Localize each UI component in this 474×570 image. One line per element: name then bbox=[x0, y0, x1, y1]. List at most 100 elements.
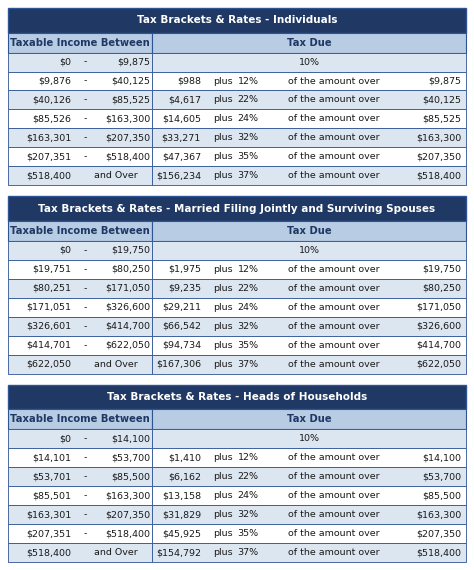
Text: of the amount over: of the amount over bbox=[288, 152, 380, 161]
Bar bbox=[152, 486, 466, 505]
Text: $40,125: $40,125 bbox=[111, 76, 150, 86]
Text: -: - bbox=[83, 133, 87, 142]
Bar bbox=[8, 128, 152, 147]
Bar bbox=[8, 72, 152, 91]
Text: $988: $988 bbox=[177, 76, 201, 86]
Text: $9,875: $9,875 bbox=[428, 76, 461, 86]
Text: -: - bbox=[83, 453, 87, 462]
Text: $518,400: $518,400 bbox=[27, 171, 72, 180]
Text: -: - bbox=[83, 265, 87, 274]
Text: $326,600: $326,600 bbox=[416, 321, 461, 331]
Bar bbox=[152, 109, 466, 128]
Text: $53,700: $53,700 bbox=[422, 472, 461, 481]
Bar bbox=[152, 429, 466, 448]
Text: of the amount over: of the amount over bbox=[288, 529, 380, 538]
Text: $45,925: $45,925 bbox=[162, 529, 201, 538]
Text: 35%: 35% bbox=[237, 529, 258, 538]
Bar bbox=[152, 543, 466, 562]
Text: $207,350: $207,350 bbox=[105, 510, 150, 519]
Text: of the amount over: of the amount over bbox=[288, 548, 380, 557]
Bar bbox=[152, 279, 466, 298]
Bar bbox=[8, 524, 152, 543]
Text: 22%: 22% bbox=[237, 95, 258, 104]
Bar bbox=[152, 505, 466, 524]
Text: $622,050: $622,050 bbox=[105, 341, 150, 349]
Text: $85,525: $85,525 bbox=[111, 95, 150, 104]
Text: $53,701: $53,701 bbox=[32, 472, 72, 481]
Bar bbox=[152, 128, 466, 147]
Text: of the amount over: of the amount over bbox=[288, 171, 380, 180]
Bar bbox=[8, 279, 152, 298]
Bar bbox=[152, 260, 466, 279]
Text: -: - bbox=[83, 341, 87, 349]
Text: Taxable Income Between: Taxable Income Between bbox=[10, 414, 150, 424]
Text: -: - bbox=[83, 115, 87, 124]
Bar bbox=[152, 91, 466, 109]
Text: of the amount over: of the amount over bbox=[288, 133, 380, 142]
Text: of the amount over: of the amount over bbox=[288, 341, 380, 349]
Text: -: - bbox=[83, 58, 87, 67]
Text: -: - bbox=[83, 246, 87, 255]
Text: plus: plus bbox=[213, 341, 233, 349]
Text: $171,051: $171,051 bbox=[27, 303, 72, 312]
Text: -: - bbox=[83, 76, 87, 86]
Bar bbox=[8, 260, 152, 279]
Text: $6,162: $6,162 bbox=[168, 472, 201, 481]
Text: 10%: 10% bbox=[299, 246, 319, 255]
Bar bbox=[8, 543, 152, 562]
Bar bbox=[8, 91, 152, 109]
Bar bbox=[8, 147, 152, 166]
Text: Tax Due: Tax Due bbox=[287, 38, 331, 47]
Text: of the amount over: of the amount over bbox=[288, 95, 380, 104]
Bar bbox=[152, 524, 466, 543]
Text: $163,300: $163,300 bbox=[105, 115, 150, 124]
Text: $19,751: $19,751 bbox=[33, 265, 72, 274]
Text: -: - bbox=[83, 303, 87, 312]
Text: of the amount over: of the amount over bbox=[288, 472, 380, 481]
Text: 37%: 37% bbox=[237, 171, 258, 180]
Text: $14,100: $14,100 bbox=[422, 453, 461, 462]
Text: $9,235: $9,235 bbox=[168, 284, 201, 293]
Text: $518,400: $518,400 bbox=[105, 152, 150, 161]
Text: $47,367: $47,367 bbox=[162, 152, 201, 161]
Text: plus: plus bbox=[213, 529, 233, 538]
Text: of the amount over: of the amount over bbox=[288, 76, 380, 86]
Text: $154,792: $154,792 bbox=[156, 548, 201, 557]
Bar bbox=[8, 52, 152, 72]
Text: Tax Brackets & Rates - Married Filing Jointly and Surviving Spouses: Tax Brackets & Rates - Married Filing Jo… bbox=[38, 203, 436, 214]
Text: $66,542: $66,542 bbox=[162, 321, 201, 331]
Text: $31,829: $31,829 bbox=[162, 510, 201, 519]
Text: plus: plus bbox=[213, 360, 233, 369]
Text: 35%: 35% bbox=[237, 152, 258, 161]
Bar bbox=[152, 448, 466, 467]
Text: $414,701: $414,701 bbox=[27, 341, 72, 349]
Text: -: - bbox=[83, 491, 87, 500]
Text: $85,500: $85,500 bbox=[111, 472, 150, 481]
Bar bbox=[8, 385, 466, 409]
Text: plus: plus bbox=[213, 321, 233, 331]
Text: $1,975: $1,975 bbox=[168, 265, 201, 274]
Text: $207,351: $207,351 bbox=[27, 529, 72, 538]
Text: -: - bbox=[83, 529, 87, 538]
Text: and Over: and Over bbox=[94, 360, 138, 369]
Text: $1,410: $1,410 bbox=[168, 453, 201, 462]
Text: $163,300: $163,300 bbox=[416, 133, 461, 142]
Text: $13,158: $13,158 bbox=[162, 491, 201, 500]
Bar bbox=[8, 409, 152, 429]
Text: plus: plus bbox=[213, 472, 233, 481]
Text: $518,400: $518,400 bbox=[416, 171, 461, 180]
Bar bbox=[8, 429, 152, 448]
Text: 12%: 12% bbox=[237, 265, 258, 274]
Text: -: - bbox=[83, 472, 87, 481]
Text: 37%: 37% bbox=[237, 548, 258, 557]
Text: $19,750: $19,750 bbox=[422, 265, 461, 274]
Text: of the amount over: of the amount over bbox=[288, 265, 380, 274]
Text: Tax Due: Tax Due bbox=[287, 226, 331, 236]
Text: $518,400: $518,400 bbox=[27, 548, 72, 557]
Bar bbox=[152, 355, 466, 373]
Text: plus: plus bbox=[213, 171, 233, 180]
Text: Tax Brackets & Rates - Individuals: Tax Brackets & Rates - Individuals bbox=[137, 15, 337, 25]
Text: plus: plus bbox=[213, 510, 233, 519]
Bar bbox=[8, 336, 152, 355]
Text: plus: plus bbox=[213, 284, 233, 293]
